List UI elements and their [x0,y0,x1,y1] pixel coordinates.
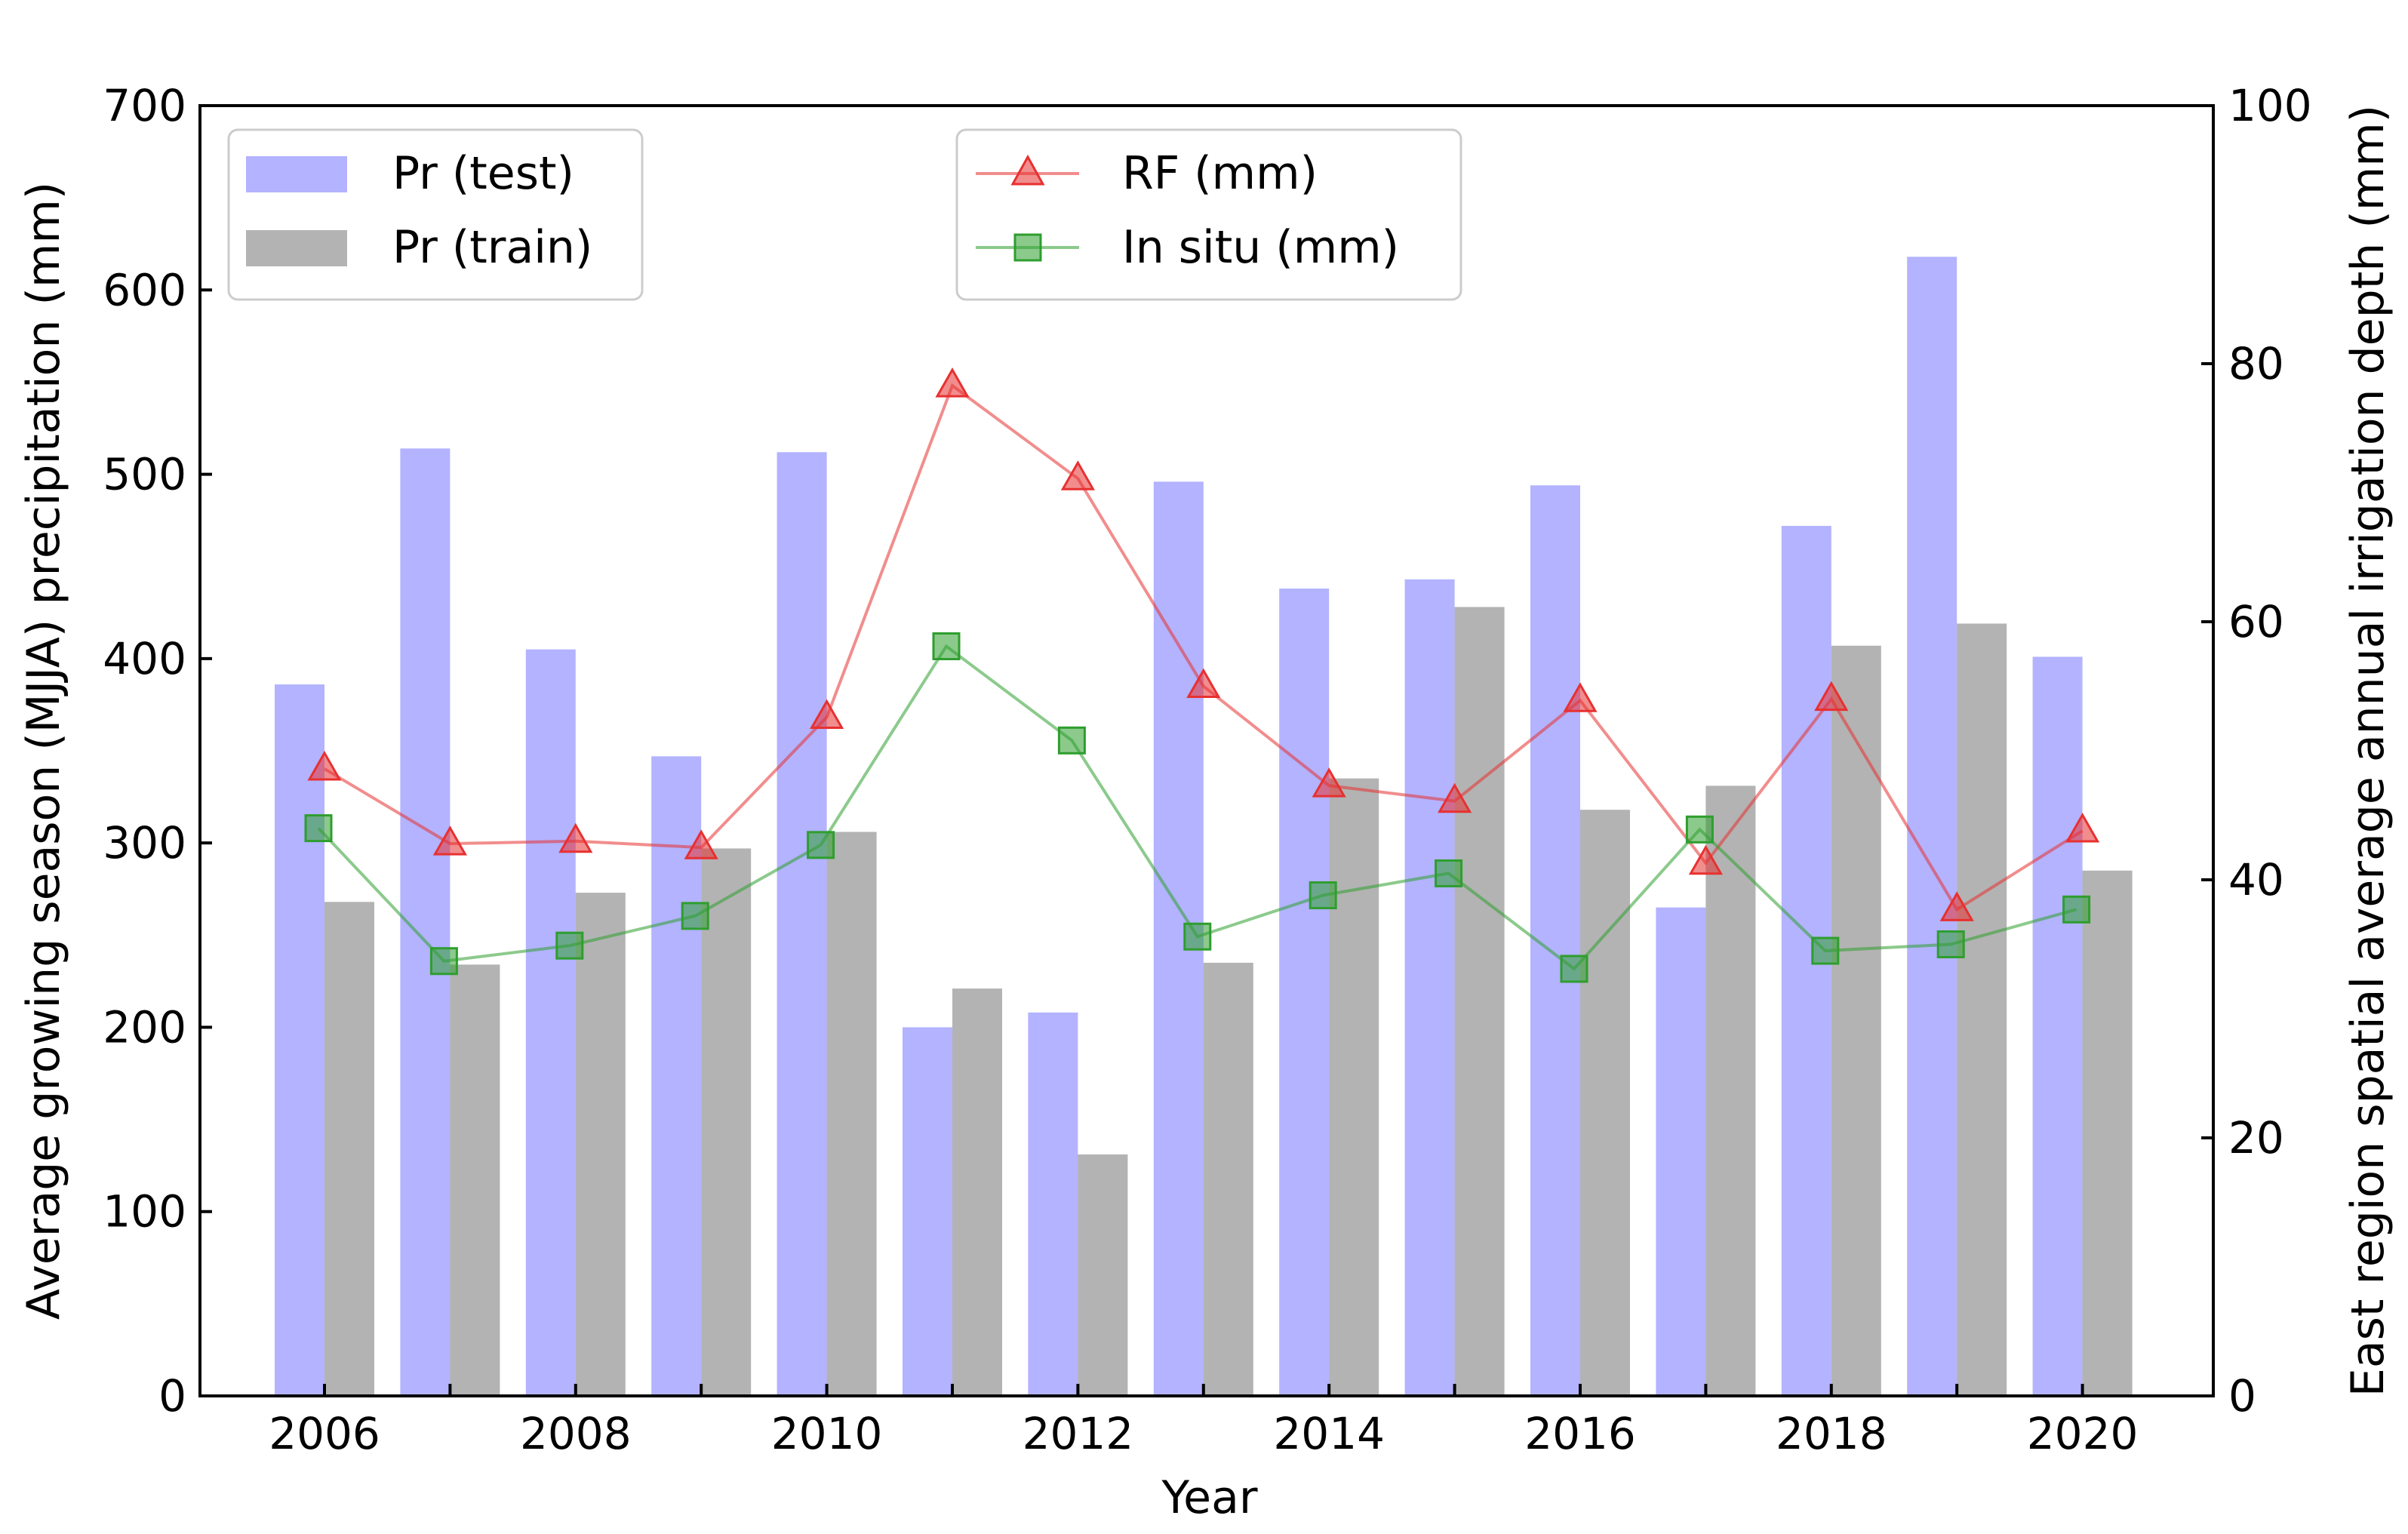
legend-label-pr-train: Pr (train) [392,221,592,274]
marker-rf-mm-2020 [2065,812,2100,843]
legend-label-rf: RF (mm) [1122,147,1318,200]
bar-pr-train-2015 [1454,607,1505,1396]
marker-rf-mm-2010 [810,699,844,730]
left-y-tick-label: 500 [103,449,186,500]
x-tick-label: 2012 [1023,1408,1134,1459]
bar-pr-test-2020 [2032,656,2083,1396]
legend-irrigation: RF (mm) In situ (mm) [955,128,1462,301]
marker-in-situ-mm-2013 [1183,922,1212,951]
bar-pr-train-2019 [1957,623,2007,1396]
axes-layer: 0 100 200 300 400 500 600 700 0 20 40 60 80 100 2006 20… [103,80,2311,1459]
marker-in-situ-mm-2009 [681,902,709,930]
marker-in-situ-mm-2017 [1685,815,1714,844]
left-y-tick-label: 700 [103,80,186,131]
x-tick-label: 2016 [1524,1408,1636,1459]
legend-swatch-pr-test [246,156,347,192]
right-y-tick-label: 40 [2228,854,2284,905]
legend-box [955,128,1462,301]
marker-in-situ-mm-2006 [304,814,333,843]
marker-in-situ-mm-2010 [807,831,835,859]
legend-swatch-pr-train [246,230,347,266]
bar-pr-test-2014 [1279,589,1330,1396]
x-tick-label: 2008 [520,1408,632,1459]
left-y-tick-label: 0 [158,1370,186,1422]
bar-pr-train-2010 [826,832,877,1396]
bar-pr-train-2014 [1329,778,1379,1396]
marker-in-situ-mm-2020 [2062,895,2091,924]
left-y-tick-label: 100 [103,1186,186,1237]
legend-marker-rf [1010,154,1045,186]
plot-frame [198,104,2215,1397]
marker-rf-mm-2014 [1312,767,1346,798]
x-tick-label: 2018 [1776,1408,1887,1459]
marker-rf-mm-2012 [1060,460,1095,490]
marker-in-situ-mm-2015 [1435,859,1463,887]
right-y-tick-label: 80 [2228,338,2284,389]
bar-pr-test-2010 [777,452,827,1397]
bar-pr-test-2012 [1028,1012,1078,1396]
bar-pr-train-2006 [324,902,374,1396]
x-axis-title: Year [1161,1471,1257,1524]
left-y-tick-label: 200 [103,1001,186,1053]
right-y-tick-label: 100 [2228,80,2312,131]
x-tick-label: 2010 [771,1408,883,1459]
marker-in-situ-mm-2016 [1560,955,1588,983]
marker-rf-mm-2007 [432,825,467,856]
bar-pr-train-2017 [1705,785,1756,1396]
bar-pr-test-2008 [525,649,576,1396]
marker-rf-mm-2017 [1688,844,1723,875]
marker-in-situ-mm-2019 [1936,930,1965,958]
right-y-tick-label: 20 [2228,1112,2284,1164]
bar-pr-test-2015 [1404,579,1455,1397]
bar-pr-test-2009 [651,756,702,1396]
bar-pr-train-2009 [701,848,752,1396]
marker-rf-mm-2015 [1438,782,1472,813]
marker-rf-mm-2011 [935,367,970,398]
left-y-tick-label: 600 [103,264,186,315]
left-y-tick-label: 300 [103,817,186,868]
x-tick-label: 2020 [2027,1408,2139,1459]
bars-layer [275,257,2133,1397]
bar-pr-train-2011 [952,988,1002,1396]
marker-rf-mm-2019 [1939,891,1974,921]
bar-pr-train-2013 [1203,962,1253,1396]
bar-pr-test-2011 [903,1027,952,1396]
legend-marker-in-situ [1013,233,1042,262]
marker-in-situ-mm-2008 [555,931,584,960]
marker-rf-mm-2008 [558,822,593,853]
bar-pr-test-2017 [1656,907,1706,1396]
marker-rf-mm-2013 [1186,668,1221,698]
bar-pr-train-2008 [575,893,626,1396]
marker-rf-mm-2016 [1563,682,1598,712]
bar-pr-train-2012 [1078,1154,1128,1396]
marker-rf-mm-2009 [684,829,718,859]
right-y-tick-label: 0 [2228,1370,2256,1422]
legend-precipitation: Pr (test) Pr (train) [227,128,644,301]
bar-pr-train-2007 [450,964,500,1396]
legend-label-in-situ: In situ (mm) [1122,221,1399,274]
bar-pr-train-2016 [1580,810,1630,1396]
marker-in-situ-mm-2007 [429,947,458,976]
marker-rf-mm-2006 [307,750,342,781]
left-y-axis-title: Average growing season (MJJA) precipitat… [17,182,70,1320]
marker-in-situ-mm-2011 [932,632,961,660]
left-y-tick-label: 400 [103,633,186,684]
marker-in-situ-mm-2012 [1057,726,1086,755]
x-tick-label: 2014 [1273,1408,1385,1459]
legend-label-pr-test: Pr (test) [392,147,574,200]
lines-layer [304,367,2100,983]
bar-pr-test-2019 [1907,257,1957,1396]
marker-rf-mm-2018 [1814,681,1849,712]
right-y-axis-title: East region spatial average annual irrig… [2342,105,2394,1397]
x-tick-label: 2006 [269,1408,380,1459]
bar-pr-train-2018 [1831,645,1881,1396]
bar-pr-train-2020 [2082,870,2133,1396]
right-y-tick-label: 60 [2228,596,2284,647]
bar-pr-test-2006 [275,684,324,1396]
marker-in-situ-mm-2018 [1811,936,1840,965]
marker-in-situ-mm-2014 [1309,881,1337,910]
